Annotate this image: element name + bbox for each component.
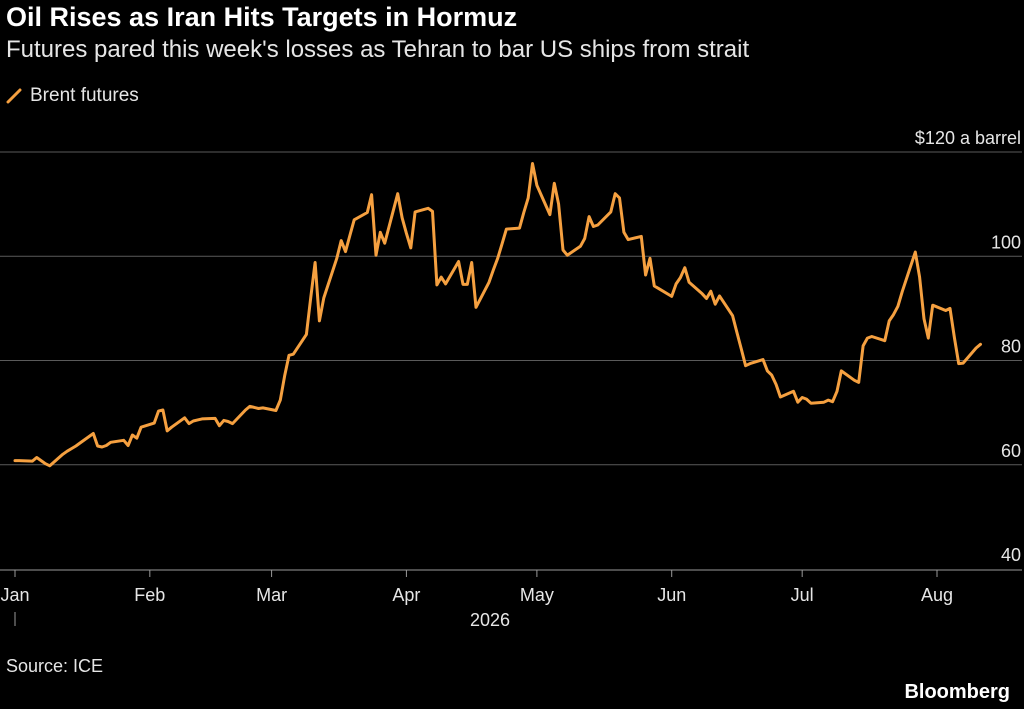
x-year-label: 2026 [470, 610, 510, 630]
x-tick-label-mar: Mar [256, 585, 287, 605]
x-tick-label-may: May [520, 585, 554, 605]
x-tick-label-apr: Apr [392, 585, 420, 605]
series-line-brent-futures [13, 162, 982, 468]
source-note: Source: ICE [6, 656, 104, 676]
x-tick-label-jul: Jul [791, 585, 814, 605]
y-tick-label-80: 80 [1001, 337, 1021, 357]
legend-label: Brent futures [30, 85, 139, 106]
legend-swatch-icon [6, 88, 22, 104]
chart-subtitle: Futures pared this week's losses as Tehr… [6, 36, 750, 63]
x-tick-label-aug: Aug [921, 585, 953, 605]
x-tick-label-jun: Jun [657, 585, 686, 605]
x-tick-label-feb: Feb [134, 585, 165, 605]
chart-title: Oil Rises as Iran Hits Targets in Hormuz [6, 2, 518, 32]
x-tick-label-jan: Jan [0, 585, 29, 605]
legend: Brent futures [6, 85, 139, 107]
brand-logo: Bloomberg [904, 681, 1010, 703]
y-tick-label-40: 40 [1001, 545, 1021, 565]
y-tick-label-60: 60 [1001, 441, 1021, 461]
y-tick-label-120: $120 a barrel [915, 128, 1021, 148]
y-tick-label-100: 100 [991, 232, 1021, 252]
